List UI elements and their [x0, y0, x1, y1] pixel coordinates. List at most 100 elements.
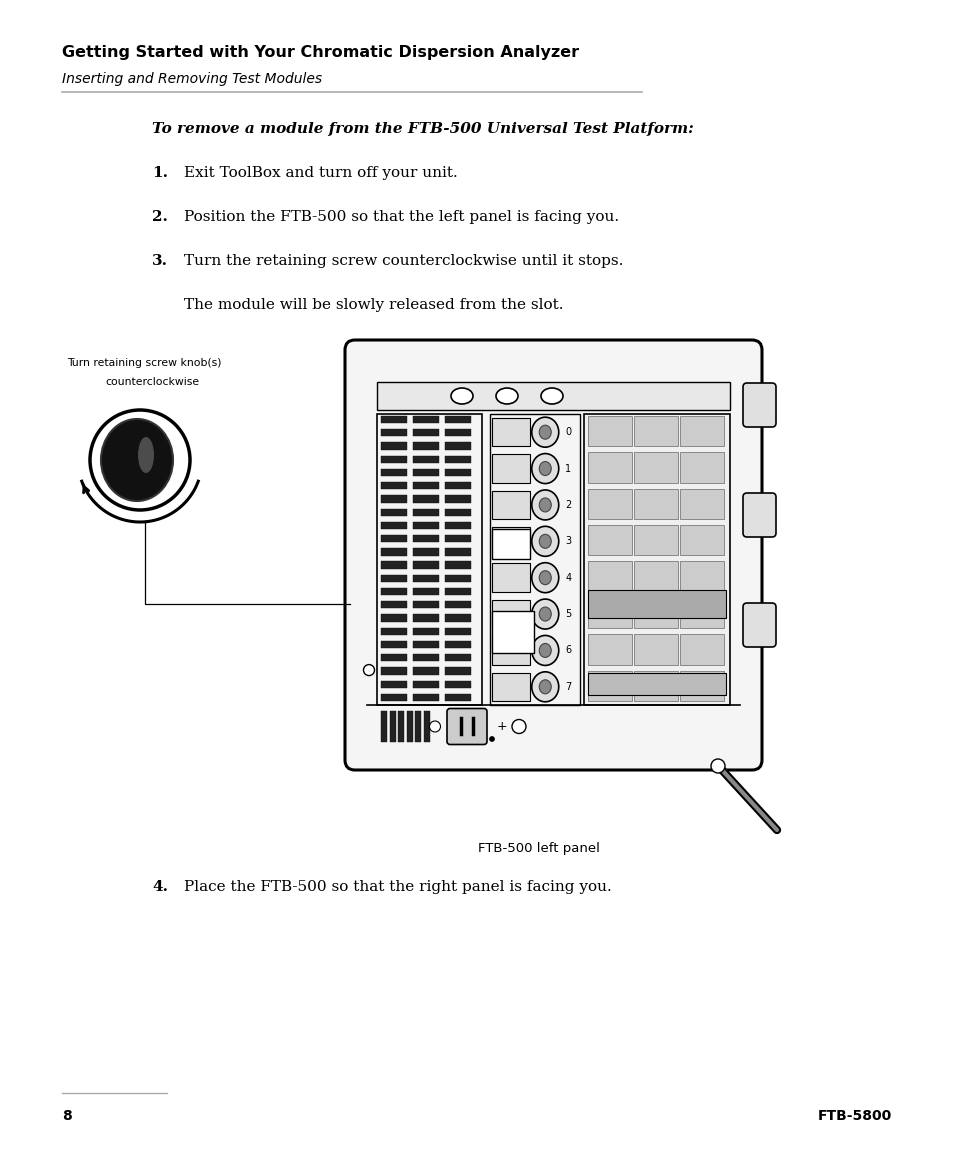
Bar: [444, 668, 471, 675]
Bar: [413, 443, 438, 450]
Text: FTB-5800: FTB-5800: [817, 1109, 891, 1123]
Bar: [380, 495, 407, 503]
Text: Turn the retaining screw counterclockwise until it stops.: Turn the retaining screw counterclockwis…: [184, 254, 622, 268]
Bar: [423, 710, 429, 742]
Bar: [492, 454, 530, 483]
Circle shape: [90, 410, 190, 510]
Ellipse shape: [531, 417, 558, 447]
Text: The module will be slowly released from the slot.: The module will be slowly released from …: [184, 298, 563, 312]
Text: 1.: 1.: [152, 166, 168, 180]
FancyBboxPatch shape: [742, 382, 775, 427]
Bar: [679, 634, 723, 664]
Bar: [587, 452, 631, 483]
Bar: [634, 598, 678, 628]
Bar: [380, 575, 407, 582]
Ellipse shape: [538, 643, 551, 657]
Bar: [444, 455, 471, 462]
Bar: [380, 588, 407, 596]
Bar: [413, 548, 438, 555]
Text: 5: 5: [565, 610, 571, 619]
Bar: [380, 429, 407, 437]
Text: 1: 1: [565, 464, 571, 474]
Text: counterclockwise: counterclockwise: [105, 377, 199, 387]
Ellipse shape: [138, 437, 153, 473]
Bar: [413, 680, 438, 687]
Bar: [587, 634, 631, 664]
Bar: [587, 590, 725, 618]
Bar: [380, 668, 407, 675]
Bar: [413, 641, 438, 648]
Bar: [380, 694, 407, 701]
Bar: [380, 654, 407, 662]
Bar: [492, 672, 530, 701]
Bar: [634, 561, 678, 592]
Ellipse shape: [538, 680, 551, 694]
Ellipse shape: [531, 672, 558, 702]
Bar: [413, 561, 438, 569]
Bar: [444, 509, 471, 516]
Ellipse shape: [538, 607, 551, 621]
Bar: [444, 561, 471, 569]
Bar: [444, 522, 471, 529]
Bar: [444, 443, 471, 450]
Ellipse shape: [538, 570, 551, 584]
Ellipse shape: [538, 498, 551, 512]
Bar: [679, 561, 723, 592]
Bar: [380, 641, 407, 648]
Bar: [444, 482, 471, 489]
Ellipse shape: [538, 461, 551, 475]
Bar: [380, 482, 407, 489]
Bar: [380, 628, 407, 635]
Bar: [444, 654, 471, 662]
Bar: [413, 602, 438, 608]
Bar: [413, 654, 438, 662]
Bar: [492, 563, 530, 592]
Bar: [406, 710, 412, 742]
Bar: [679, 452, 723, 483]
Bar: [634, 489, 678, 519]
Bar: [380, 548, 407, 555]
Bar: [583, 414, 729, 705]
Bar: [413, 668, 438, 675]
Bar: [380, 561, 407, 569]
Bar: [492, 636, 530, 664]
Bar: [634, 416, 678, 446]
Bar: [634, 525, 678, 555]
Text: 3: 3: [565, 537, 571, 546]
Bar: [413, 588, 438, 596]
Bar: [413, 628, 438, 635]
Text: Position the FTB-500 so that the left panel is facing you.: Position the FTB-500 so that the left pa…: [184, 210, 618, 224]
Text: 8: 8: [62, 1109, 71, 1123]
Bar: [444, 680, 471, 687]
Bar: [444, 416, 471, 423]
Text: +: +: [497, 720, 507, 732]
Ellipse shape: [538, 534, 551, 548]
Ellipse shape: [531, 490, 558, 520]
Bar: [587, 598, 631, 628]
Bar: [444, 641, 471, 648]
Bar: [413, 575, 438, 582]
Bar: [492, 418, 530, 446]
Bar: [679, 671, 723, 701]
Bar: [380, 614, 407, 621]
Bar: [444, 495, 471, 503]
Ellipse shape: [538, 425, 551, 439]
Text: 4: 4: [565, 573, 571, 583]
Bar: [380, 509, 407, 516]
Bar: [413, 694, 438, 701]
Bar: [587, 673, 725, 695]
Circle shape: [363, 664, 375, 676]
Bar: [444, 628, 471, 635]
Bar: [413, 535, 438, 542]
Bar: [380, 469, 407, 476]
Bar: [634, 634, 678, 664]
Bar: [380, 602, 407, 608]
Bar: [376, 382, 729, 410]
Bar: [444, 602, 471, 608]
Bar: [380, 443, 407, 450]
Bar: [413, 469, 438, 476]
Bar: [492, 530, 530, 560]
Text: 4.: 4.: [152, 880, 168, 894]
Bar: [679, 598, 723, 628]
Circle shape: [710, 759, 724, 773]
